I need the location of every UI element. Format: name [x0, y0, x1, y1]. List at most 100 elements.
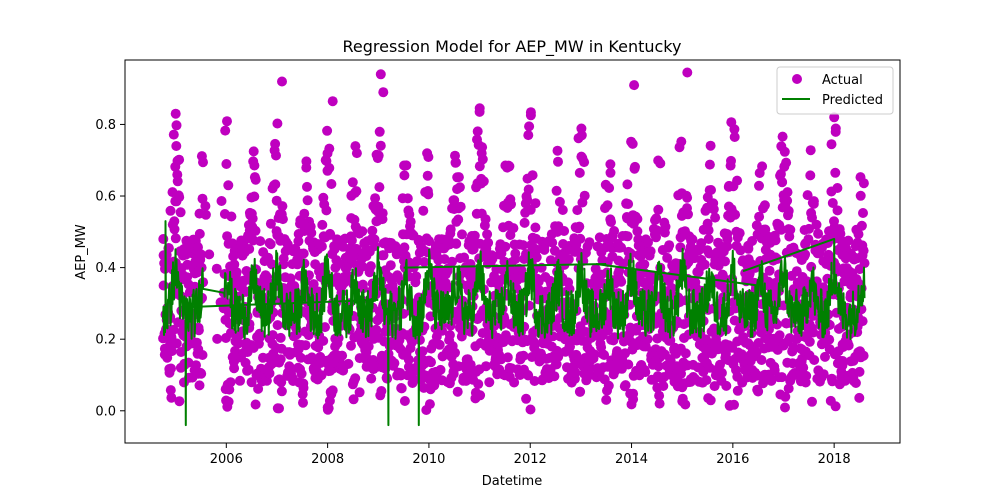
- actual-point: [475, 390, 486, 401]
- actual-point: [419, 257, 430, 267]
- actual-point: [680, 348, 691, 359]
- actual-point: [351, 186, 362, 197]
- actual-point: [457, 229, 467, 240]
- actual-point: [824, 334, 835, 345]
- actual-point: [553, 156, 563, 167]
- actual-point: [682, 192, 693, 203]
- actual-point: [484, 345, 495, 356]
- actual-point: [249, 191, 260, 202]
- actual-point: [732, 385, 743, 396]
- y-axis: 0.0 0.2 0.4 0.6 0.8: [95, 118, 125, 419]
- actual-point: [602, 200, 613, 211]
- actual-point: [212, 333, 223, 344]
- actual-point: [358, 283, 368, 294]
- actual-point: [453, 172, 464, 183]
- actual-point: [169, 216, 180, 227]
- actual-point: [326, 179, 337, 189]
- actual-point: [424, 399, 435, 410]
- actual-point: [572, 205, 583, 216]
- actual-point: [779, 146, 790, 157]
- actual-point: [272, 320, 283, 331]
- actual-point: [530, 198, 541, 209]
- actual-point: [322, 125, 333, 136]
- actual-point: [729, 132, 740, 142]
- actual-point: [855, 190, 866, 201]
- actual-point: [422, 170, 433, 181]
- actual-point: [448, 368, 459, 379]
- actual-point: [730, 209, 741, 220]
- actual-point: [225, 377, 236, 388]
- actual-point: [198, 157, 208, 168]
- actual-point: [401, 160, 412, 171]
- actual-point: [196, 368, 207, 379]
- actual-point: [373, 150, 384, 161]
- actual-point: [783, 383, 794, 394]
- actual-point: [665, 335, 676, 346]
- actual-point: [854, 392, 865, 403]
- actual-point: [197, 350, 208, 360]
- actual-point: [484, 377, 495, 388]
- actual-point: [599, 350, 610, 360]
- actual-point: [272, 118, 283, 129]
- actual-point: [705, 140, 716, 151]
- actual-point: [434, 339, 445, 350]
- actual-point: [399, 396, 410, 406]
- actual-point: [616, 242, 627, 253]
- actual-point: [703, 225, 714, 236]
- actual-point: [858, 208, 868, 218]
- actual-point: [516, 265, 527, 276]
- actual-point: [447, 256, 457, 267]
- actual-point: [722, 234, 733, 245]
- actual-point: [551, 185, 562, 196]
- actual-point: [525, 404, 536, 415]
- x-tick-label: 2016: [716, 452, 749, 467]
- actual-point: [777, 131, 788, 142]
- actual-point: [270, 179, 281, 190]
- actual-point: [174, 396, 185, 407]
- actual-point: [783, 205, 794, 216]
- actual-point: [347, 177, 358, 188]
- actual-point: [683, 209, 693, 220]
- actual-point: [175, 207, 186, 218]
- actual-point: [506, 199, 516, 210]
- actual-scatter-layer: [158, 67, 870, 415]
- actual-point: [172, 176, 183, 187]
- actual-point: [465, 359, 476, 370]
- actual-point: [832, 205, 843, 216]
- actual-point: [266, 259, 277, 270]
- actual-point: [709, 381, 720, 392]
- actual-point: [378, 250, 389, 261]
- actual-point: [270, 138, 281, 149]
- actual-point: [857, 316, 868, 327]
- actual-point: [477, 142, 488, 153]
- actual-point: [858, 178, 869, 189]
- actual-point: [374, 182, 385, 193]
- actual-point: [316, 241, 327, 252]
- actual-point: [531, 252, 542, 263]
- actual-point: [807, 396, 817, 407]
- actual-point: [620, 380, 631, 391]
- actual-point: [298, 397, 308, 408]
- actual-point: [632, 214, 643, 224]
- actual-point: [396, 383, 407, 394]
- actual-point: [166, 392, 177, 403]
- actual-point: [524, 121, 535, 132]
- actual-point: [365, 261, 376, 272]
- actual-point: [715, 359, 725, 370]
- actual-point: [630, 161, 640, 172]
- actual-point: [519, 217, 530, 228]
- actual-point: [623, 199, 634, 209]
- actual-point: [666, 283, 677, 293]
- actual-point: [193, 325, 204, 336]
- actual-point: [243, 364, 254, 375]
- actual-point: [346, 340, 356, 351]
- actual-point: [200, 201, 211, 211]
- actual-point: [357, 261, 368, 272]
- actual-point: [549, 371, 560, 382]
- actual-point: [346, 235, 357, 246]
- actual-point: [518, 240, 529, 251]
- actual-point: [171, 338, 182, 349]
- actual-point: [584, 237, 595, 248]
- actual-point: [275, 332, 286, 343]
